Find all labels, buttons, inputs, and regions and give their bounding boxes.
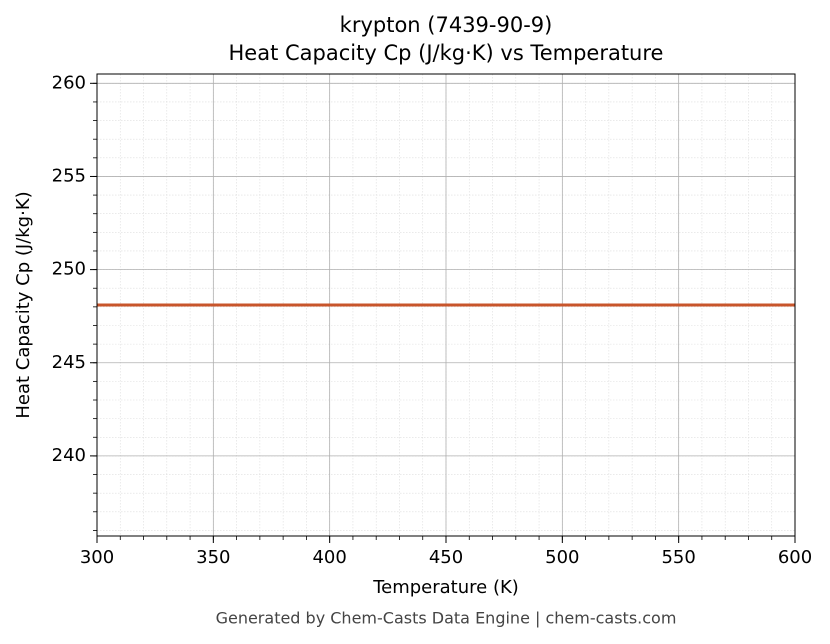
y-tick-label: 245 — [52, 352, 86, 373]
y-tick-label: 240 — [52, 445, 86, 466]
chart-title: krypton (7439-90-9) — [340, 13, 553, 37]
footer: Generated by Chem-Casts Data Engine | ch… — [216, 609, 677, 628]
y-tick-label: 260 — [52, 72, 86, 93]
plot-frame — [96, 73, 796, 537]
x-tick-label: 500 — [545, 547, 579, 568]
y-axis-label: Heat Capacity Cp (J/kg·K) — [13, 191, 34, 418]
y-tick-label: 250 — [52, 259, 86, 280]
x-tick-label: 350 — [196, 547, 230, 568]
x-tick-label: 400 — [312, 547, 346, 568]
x-tick-label: 450 — [429, 547, 463, 568]
x-tick-label: 600 — [778, 547, 812, 568]
x-tick-label: 550 — [661, 547, 695, 568]
chart-subtitle: Heat Capacity Cp (J/kg·K) vs Temperature — [229, 41, 664, 65]
x-axis-label: Temperature (K) — [372, 577, 519, 598]
x-tick-label: 300 — [80, 547, 114, 568]
y-tick-label: 255 — [52, 165, 86, 186]
